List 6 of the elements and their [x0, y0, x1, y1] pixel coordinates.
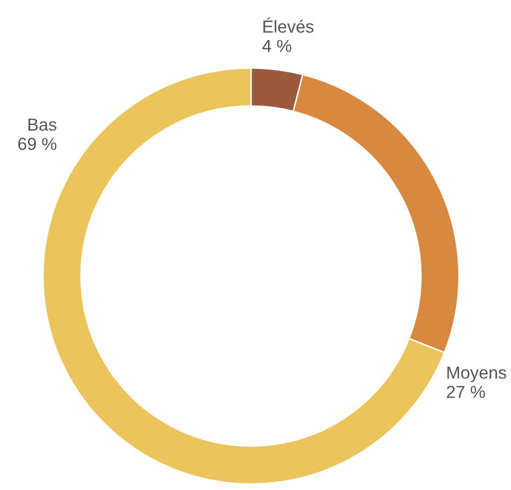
data-label: 4 % — [262, 40, 292, 52]
data-label: 69 % — [18, 138, 56, 150]
data-label: 27 % — [446, 386, 485, 398]
slice-label: Bas — [28, 118, 56, 131]
slice-label: Moyens — [447, 366, 506, 382]
slice-label: Élevés — [263, 18, 314, 33]
